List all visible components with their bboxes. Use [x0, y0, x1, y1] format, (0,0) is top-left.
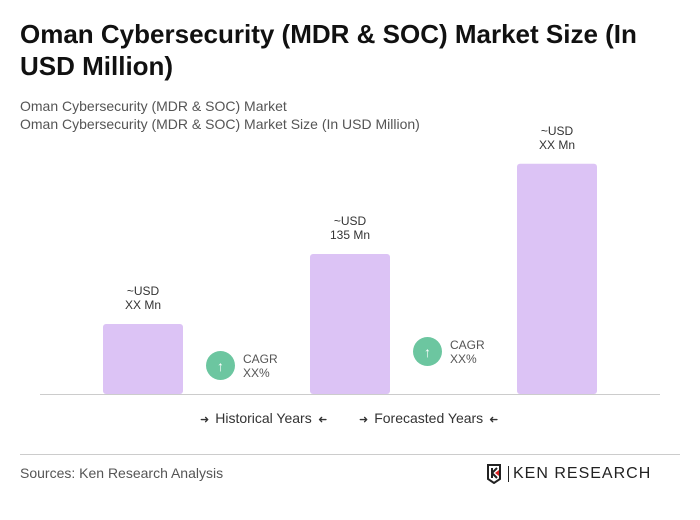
data-label-line: ~USD — [333, 214, 367, 228]
arrow-left-icon: ➜ — [317, 414, 327, 426]
data-label-line: XX Mn — [124, 298, 161, 312]
bar — [103, 324, 183, 394]
arrow-up-icon: ↑ — [206, 351, 235, 380]
cagr-label: CAGR — [450, 337, 485, 352]
subtitle: Oman Cybersecurity (MDR & SOC) Market — [20, 98, 287, 114]
data-label-line: ~USD — [126, 284, 160, 298]
cagr-label: CAGR — [243, 351, 278, 366]
ken-logo-icon — [487, 464, 501, 484]
data-label: ~USD XX Mn — [497, 124, 617, 152]
bar — [517, 163, 597, 394]
data-label-line: XX Mn — [538, 137, 575, 152]
legend-forecast: ➜ Forecasted Years ➜ — [359, 410, 504, 426]
source-note: Sources: Ken Research Analysis — [20, 465, 224, 481]
arrow-left-icon: ➜ — [489, 414, 499, 426]
page-title: Oman Cybersecurity (MDR & SOC) Market Si… — [20, 19, 637, 81]
cagr-badge-1: ↑ CAGR XX% — [206, 351, 278, 380]
arrow-right-icon: ➜ — [200, 414, 210, 426]
cagr-value: XX% — [450, 351, 477, 366]
legend-forecast-label: Forecasted Years — [374, 410, 484, 426]
data-label: ~USD XX Mn — [83, 284, 203, 312]
data-label-line: ~USD — [540, 123, 574, 138]
logo-text: KEN RESEARCH — [513, 465, 652, 482]
ken-research-logo: KEN RESEARCH — [486, 464, 651, 484]
arrow-right-icon: ➜ — [359, 414, 369, 426]
cagr-value: XX% — [243, 365, 270, 380]
arrow-up-icon: ↑ — [413, 337, 442, 366]
divider — [20, 454, 680, 455]
legend-historical: ➜ Historical Years ➜ — [200, 410, 333, 426]
legend-historical-label: Historical Years — [215, 410, 312, 426]
data-label: ~USD 135 Mn — [290, 214, 410, 242]
subtitle-2: Oman Cybersecurity (MDR & SOC) Market Si… — [20, 116, 420, 132]
data-label-line: 135 Mn — [329, 228, 371, 242]
bar — [310, 254, 390, 394]
cagr-badge-2: ↑ CAGR XX% — [413, 337, 485, 366]
